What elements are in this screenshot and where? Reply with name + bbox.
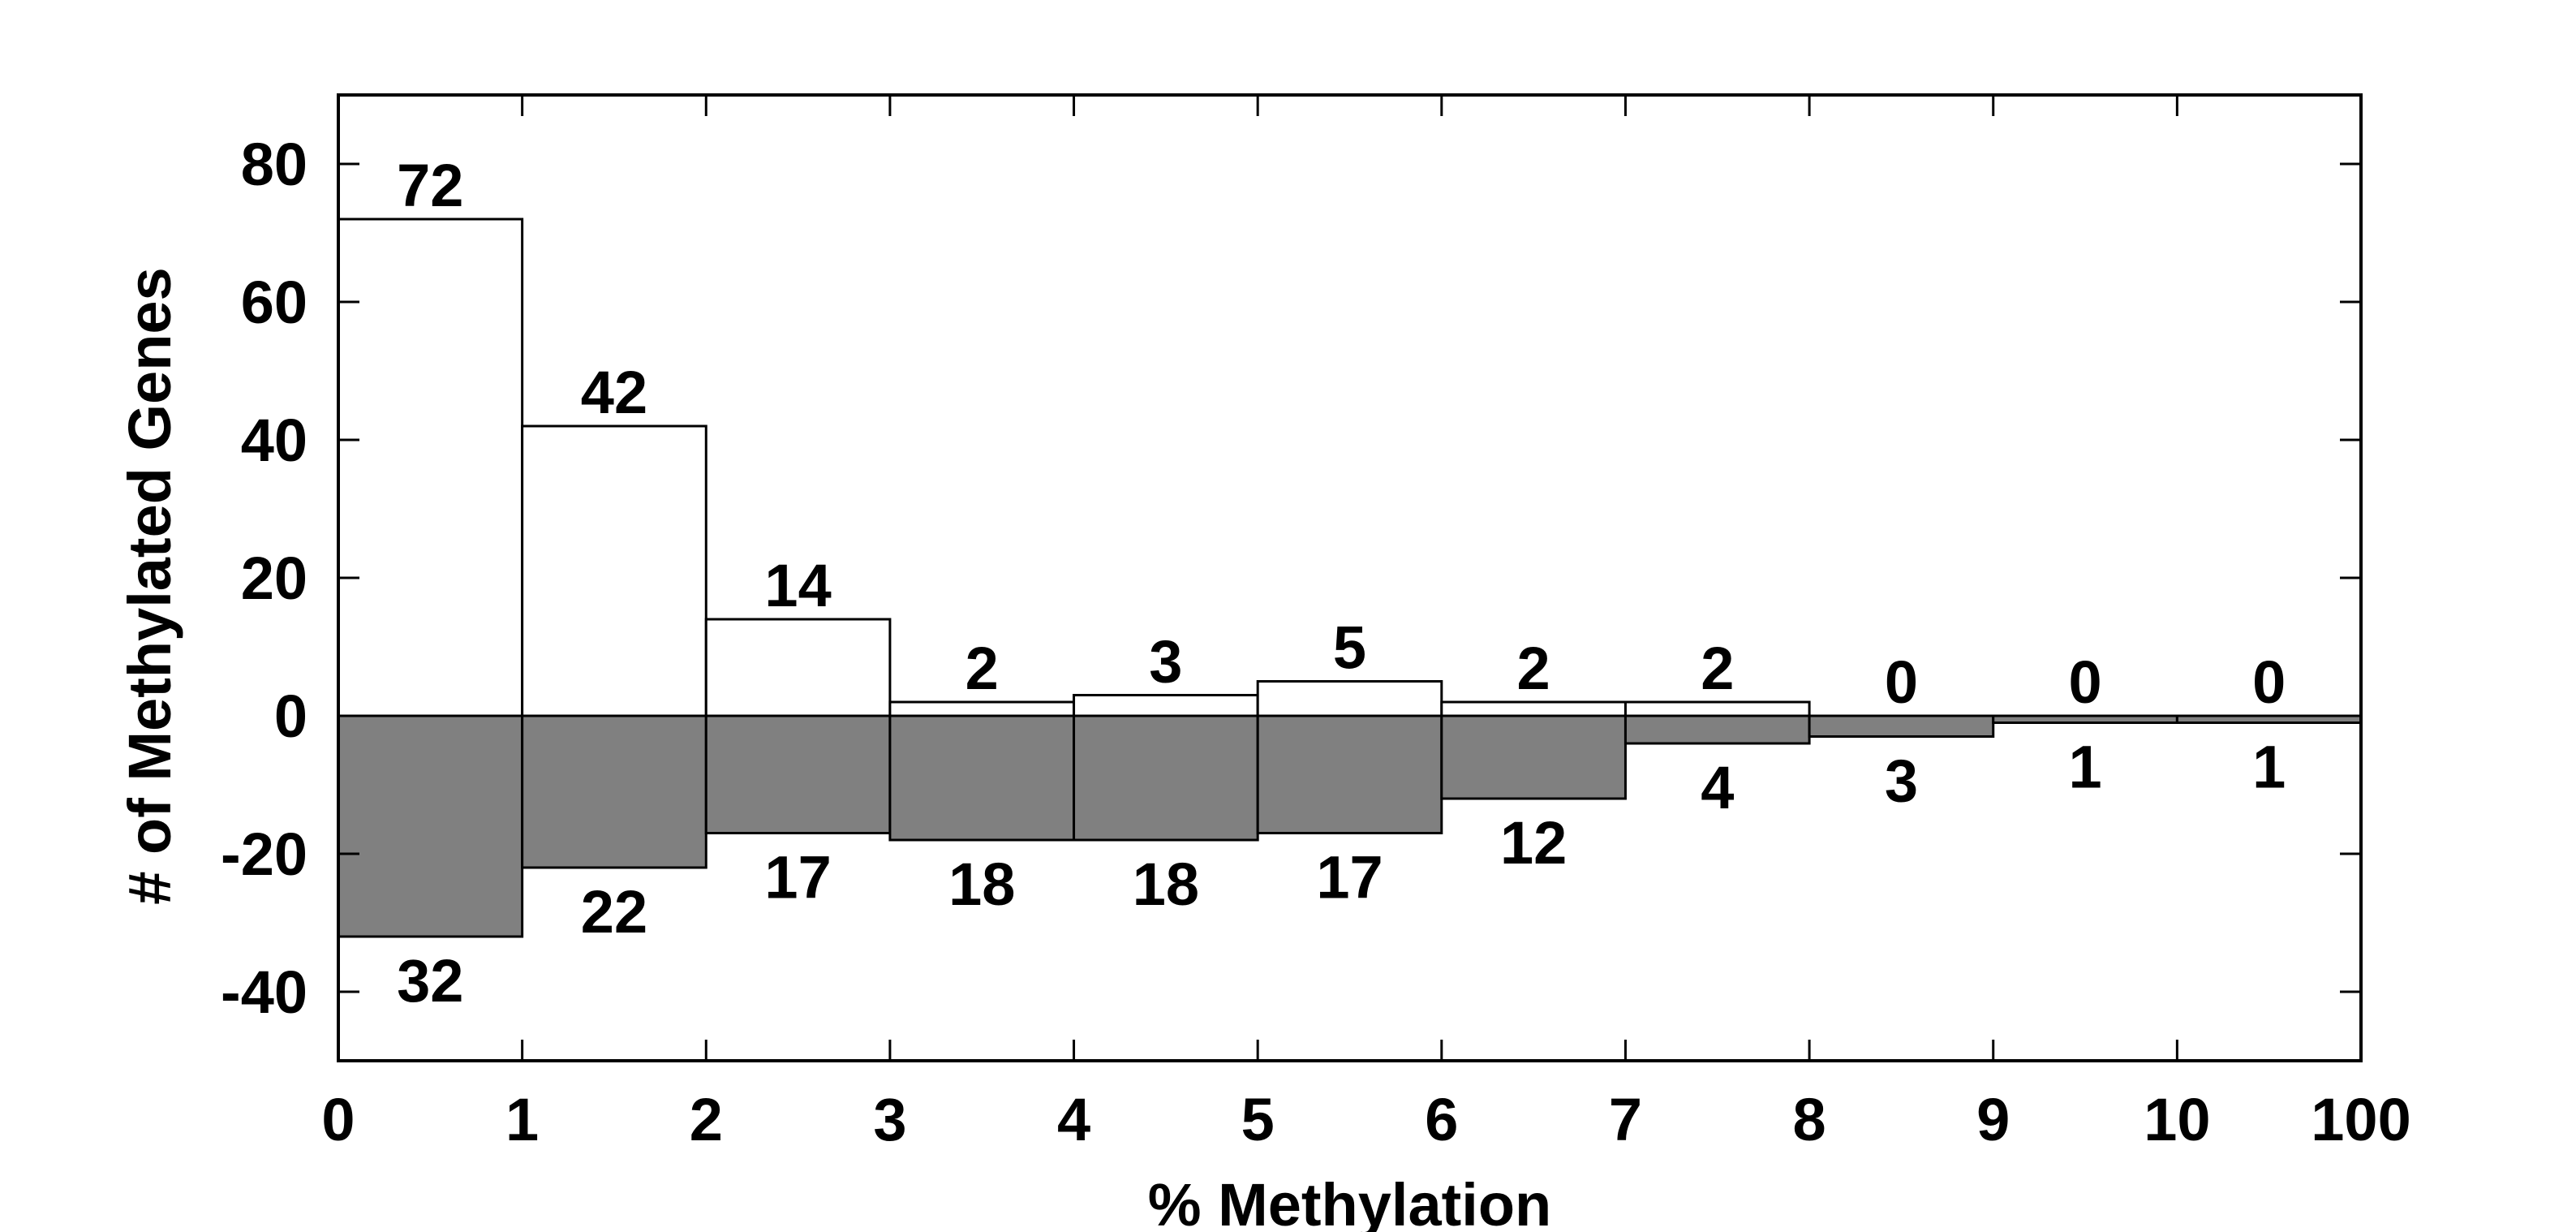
- upper-bar-label-1: 42: [581, 359, 647, 426]
- x-tick-label-2: 2: [690, 1086, 723, 1153]
- y-tick-label-0: -40: [221, 958, 307, 1026]
- lower-bar-2: [704, 714, 892, 834]
- upper-bar-label-0: 72: [397, 152, 463, 219]
- upper-bar-5: [1256, 680, 1443, 717]
- x-tick-label-9: 9: [1976, 1086, 2010, 1153]
- upper-bar-label-5: 5: [1333, 614, 1366, 682]
- x-tick-label-11: 100: [2311, 1086, 2410, 1153]
- upper-bar-label-6: 2: [1517, 635, 1550, 702]
- x-axis-title: % Methylation: [1148, 1171, 1551, 1232]
- y-tick-label-5: 60: [241, 269, 307, 336]
- lower-bar-label-4: 18: [1133, 851, 1199, 918]
- x-tick-label-5: 5: [1241, 1086, 1275, 1153]
- upper-bar-6: [1440, 700, 1627, 717]
- upper-bar-1: [521, 424, 707, 717]
- upper-bar-2: [704, 618, 892, 717]
- lower-bar-label-2: 17: [764, 844, 831, 911]
- upper-bar-label-7: 2: [1701, 635, 1734, 702]
- upper-bar-0: [337, 218, 524, 717]
- lower-bar-5: [1256, 714, 1443, 834]
- lower-bar-label-8: 3: [1885, 747, 1918, 815]
- lower-bar-label-6: 12: [1500, 809, 1567, 877]
- lower-bar-label-9: 1: [2068, 734, 2101, 801]
- x-tick-label-8: 8: [1793, 1086, 1826, 1153]
- y-tick-label-4: 40: [241, 407, 307, 474]
- lower-bar-3: [888, 714, 1076, 842]
- upper-bar-7: [1623, 700, 1811, 717]
- x-tick-label-3: 3: [873, 1086, 906, 1153]
- upper-bar-label-8: 0: [1885, 648, 1918, 716]
- y-tick-label-3: 20: [241, 545, 307, 612]
- lower-bar-6: [1440, 714, 1627, 800]
- upper-bar-label-2: 14: [764, 552, 831, 619]
- axis-ticks: [337, 95, 2363, 1061]
- upper-bar-3: [888, 700, 1076, 717]
- upper-bar-label-3: 2: [965, 635, 999, 702]
- y-tick-label-2: 0: [274, 683, 307, 750]
- y-tick-label-6: 80: [241, 131, 307, 198]
- x-tick-label-4: 4: [1057, 1086, 1090, 1153]
- lower-bar-1: [521, 714, 707, 869]
- lower-bar-label-10: 1: [2252, 734, 2286, 801]
- upper-bar-label-9: 0: [2068, 648, 2101, 716]
- y-tick-label-1: -20: [221, 821, 307, 888]
- lower-bar-label-1: 22: [581, 878, 647, 946]
- lower-bar-label-3: 18: [948, 851, 1015, 918]
- lower-bar-label-5: 17: [1316, 844, 1383, 911]
- lower-bar-8: [1808, 714, 1995, 738]
- upper-bar-series: [337, 218, 1811, 717]
- y-axis-title: # of Methylated Genes: [116, 267, 183, 904]
- upper-bar-label-4: 3: [1149, 628, 1182, 696]
- upper-bar-4: [1073, 694, 1259, 717]
- lower-bar-label-7: 4: [1701, 754, 1734, 821]
- x-tick-label-1: 1: [505, 1086, 539, 1153]
- lower-bar-7: [1623, 714, 1811, 745]
- lower-bar-0: [337, 714, 524, 938]
- lower-bar-series: [337, 714, 2363, 938]
- x-tick-label-6: 6: [1425, 1086, 1458, 1153]
- x-tick-label-10: 10: [2144, 1086, 2210, 1153]
- lower-bar-4: [1073, 714, 1259, 842]
- upper-bar-label-10: 0: [2252, 648, 2286, 716]
- lower-bar-label-0: 32: [397, 947, 463, 1014]
- x-tick-label-0: 0: [321, 1086, 355, 1153]
- x-tick-label-7: 7: [1609, 1086, 1642, 1153]
